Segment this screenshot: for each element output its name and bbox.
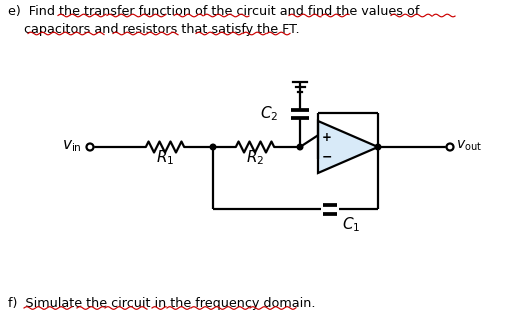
Circle shape (210, 144, 216, 150)
Circle shape (86, 144, 94, 150)
Text: $C_1$: $C_1$ (342, 216, 360, 234)
Polygon shape (318, 121, 378, 173)
Text: $v_{\rm out}$: $v_{\rm out}$ (456, 139, 482, 153)
Text: f)  Simulate the circuit in the frequency domain.: f) Simulate the circuit in the frequency… (8, 297, 316, 310)
Text: $R_1$: $R_1$ (156, 148, 174, 167)
Text: e)  Find the transfer function of the circuit and find the values of: e) Find the transfer function of the cir… (8, 5, 419, 18)
Text: +: + (322, 131, 332, 144)
Text: −: − (322, 150, 332, 163)
Circle shape (447, 144, 453, 150)
Text: $C_2$: $C_2$ (259, 105, 278, 124)
Text: capacitors and resistors that satisfy the FT.: capacitors and resistors that satisfy th… (8, 23, 300, 36)
Text: $R_2$: $R_2$ (246, 148, 264, 167)
Circle shape (297, 144, 303, 150)
Text: $v_{\rm in}$: $v_{\rm in}$ (62, 138, 82, 154)
Circle shape (375, 144, 381, 150)
